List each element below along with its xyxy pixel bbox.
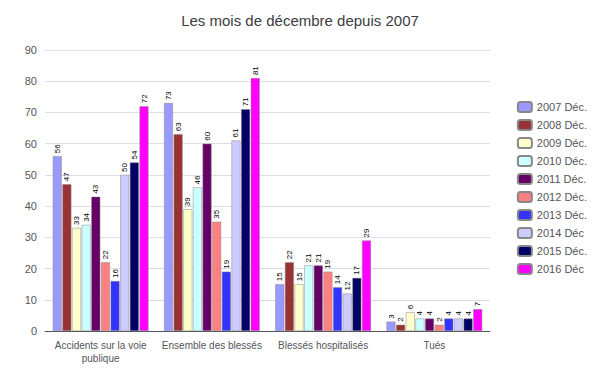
svg-text:56: 56 (53, 144, 62, 153)
svg-text:4: 4 (444, 311, 453, 316)
svg-text:2015 Déc.: 2015 Déc. (537, 245, 587, 257)
svg-text:Accidents sur la voie: Accidents sur la voie (55, 340, 147, 351)
svg-text:10: 10 (25, 294, 37, 306)
svg-text:90: 90 (25, 44, 37, 56)
svg-text:72: 72 (140, 94, 149, 103)
svg-text:2011 Déc.: 2011 Déc. (537, 173, 586, 185)
svg-text:2010 Déc.: 2010 Déc. (537, 155, 587, 167)
svg-text:2008 Déc.: 2008 Déc. (537, 119, 587, 131)
svg-text:2014 Déc: 2014 Déc (537, 227, 585, 239)
svg-text:7: 7 (473, 301, 482, 306)
svg-text:60: 60 (203, 131, 212, 140)
svg-text:2007 Déc.: 2007 Déc. (537, 101, 587, 113)
svg-text:2009 Déc.: 2009 Déc. (537, 137, 587, 149)
svg-text:2016 Déc: 2016 Déc (537, 263, 585, 275)
svg-text:34: 34 (82, 212, 91, 221)
svg-text:2012 Déc.: 2012 Déc. (537, 191, 587, 203)
svg-text:35: 35 (212, 209, 221, 218)
svg-text:6: 6 (406, 304, 415, 309)
svg-text:22: 22 (285, 250, 294, 259)
svg-text:22: 22 (101, 250, 110, 259)
svg-text:21: 21 (304, 253, 313, 262)
svg-text:12: 12 (343, 281, 352, 290)
svg-text:61: 61 (231, 128, 240, 137)
svg-text:81: 81 (251, 66, 260, 75)
svg-text:16: 16 (111, 269, 120, 278)
svg-text:14: 14 (333, 275, 342, 284)
svg-text:4: 4 (425, 311, 434, 316)
svg-text:29: 29 (362, 228, 371, 237)
svg-text:30: 30 (25, 231, 37, 243)
svg-text:60: 60 (25, 138, 37, 150)
svg-text:40: 40 (25, 200, 37, 212)
svg-text:4: 4 (415, 311, 424, 316)
svg-text:4: 4 (464, 311, 473, 316)
svg-text:63: 63 (174, 122, 183, 131)
svg-text:20: 20 (25, 263, 37, 275)
svg-text:3: 3 (387, 314, 396, 319)
svg-text:73: 73 (164, 91, 173, 100)
svg-text:2: 2 (435, 317, 444, 322)
svg-text:50: 50 (120, 162, 129, 171)
svg-text:70: 70 (25, 106, 37, 118)
svg-text:publique: publique (82, 353, 120, 364)
svg-text:46: 46 (193, 175, 202, 184)
svg-text:Les mois de décembre depuis 20: Les mois de décembre depuis 2007 (181, 12, 419, 29)
svg-text:80: 80 (25, 75, 37, 87)
svg-text:54: 54 (130, 150, 139, 159)
svg-text:4: 4 (454, 311, 463, 316)
svg-text:17: 17 (352, 265, 361, 274)
svg-text:71: 71 (241, 97, 250, 106)
svg-text:47: 47 (62, 172, 71, 181)
svg-text:43: 43 (91, 184, 100, 193)
svg-text:19: 19 (222, 259, 231, 268)
svg-text:39: 39 (183, 197, 192, 206)
svg-text:15: 15 (275, 272, 284, 281)
svg-text:19: 19 (323, 259, 332, 268)
svg-text:Tués: Tués (423, 340, 445, 351)
svg-text:0: 0 (31, 325, 37, 337)
svg-text:15: 15 (295, 272, 304, 281)
svg-text:33: 33 (72, 216, 81, 225)
svg-text:2: 2 (396, 317, 405, 322)
svg-text:Blessés hospitalisés: Blessés hospitalisés (278, 340, 368, 351)
svg-text:21: 21 (314, 253, 323, 262)
svg-text:Ensemble des blessés: Ensemble des blessés (162, 340, 262, 351)
svg-text:2013 Déc.: 2013 Déc. (537, 209, 587, 221)
svg-text:50: 50 (25, 169, 37, 181)
